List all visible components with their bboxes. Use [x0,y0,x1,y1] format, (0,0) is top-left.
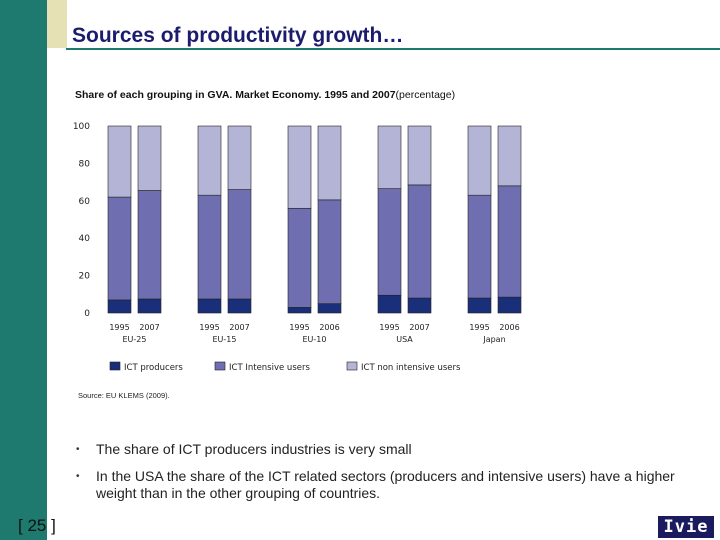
x-tick-year: 2007 [229,323,249,332]
legend-label: ICT producers [124,363,183,373]
x-tick-year: 1995 [199,323,219,332]
bar-segment [197,125,222,196]
ivie-logo: Ivie [658,516,714,538]
y-tick-label: 60 [79,197,91,207]
bar-segment [227,125,252,190]
y-tick-label: 20 [79,272,91,282]
y-tick-label: 0 [84,309,90,319]
bar-segment [227,189,252,300]
y-tick-label: 40 [79,234,91,244]
chart-title-suffix: (percentage) [395,89,456,101]
x-tick-year: 2006 [319,323,339,332]
bar-segment [377,125,402,189]
bar-segment [287,307,312,314]
x-tick-year: 2007 [409,323,429,332]
bar-segment [317,125,342,201]
bar-segment [137,125,162,191]
slide-title: Sources of productivity growth… [72,24,404,47]
x-tick-year: 1995 [109,323,129,332]
bar-segment [317,199,342,304]
x-group-label: USA [396,335,413,344]
bar-segment [467,297,492,314]
legend-label: ICT non intensive users [361,363,461,373]
bullet-item: • The share of ICT producers industries … [76,441,716,458]
bullet-icon: • [76,471,80,482]
x-group-label: EU-25 [123,335,147,344]
chart-title-main: Share of each grouping in GVA. Market Ec… [75,89,396,101]
bullet-icon: • [76,444,80,455]
source-note: Source: EU KLEMS (2009). [78,391,170,400]
bar-segment [317,303,342,314]
bar-segment [377,188,402,296]
bullet-text: The share of ICT producers industries is… [96,441,412,457]
bar-segment [287,125,312,209]
x-tick-year: 1995 [469,323,489,332]
x-group-label: EU-10 [303,335,327,344]
bar-segment [197,194,222,300]
x-tick-year: 1995 [289,323,309,332]
y-tick-label: 80 [79,159,91,169]
bar-segment [107,125,132,198]
bullet-item: • In the USA the share of the ICT relate… [76,468,716,502]
bar-segment [287,207,312,308]
bar-segment [497,296,522,314]
bar-segment [377,294,402,314]
bar-segment [497,185,522,298]
x-tick-year: 2006 [499,323,519,332]
legend-swatch [109,361,121,371]
x-tick-year: 2007 [139,323,159,332]
bar-segment [197,298,222,314]
stacked-bar-chart: 0 20 40 60 80 100 1995 2007 EU-25 1995 2007 EU-15 19… [73,122,522,373]
bar-segment [407,297,432,314]
legend-swatch [214,361,226,371]
page-number: [ 25 ] [18,516,56,535]
sidebar-accent [0,0,47,540]
title-rule [66,48,720,50]
bar-segment [497,125,522,187]
bar-segment [227,298,252,314]
legend-swatch [346,361,358,371]
bar-segment [407,184,432,299]
x-group-label: EU-15 [213,335,237,344]
bullet-text: In the USA the share of the ICT related … [96,468,675,501]
chart-title: Share of each grouping in GVA. Market Ec… [75,89,455,101]
y-tick-label: 100 [73,122,90,132]
top-accent [47,0,67,48]
legend-label: ICT Intensive users [229,363,310,373]
bullet-list: • The share of ICT producers industries … [76,441,716,512]
bar-segment [407,125,432,186]
bar-segment [107,299,132,314]
bar-segment [467,194,492,299]
bar-segment [467,125,492,196]
bar-segment [137,190,162,300]
x-group-label: Japan [482,335,505,344]
x-tick-year: 1995 [379,323,399,332]
bar-segment [137,298,162,314]
bar-segment [107,196,132,301]
